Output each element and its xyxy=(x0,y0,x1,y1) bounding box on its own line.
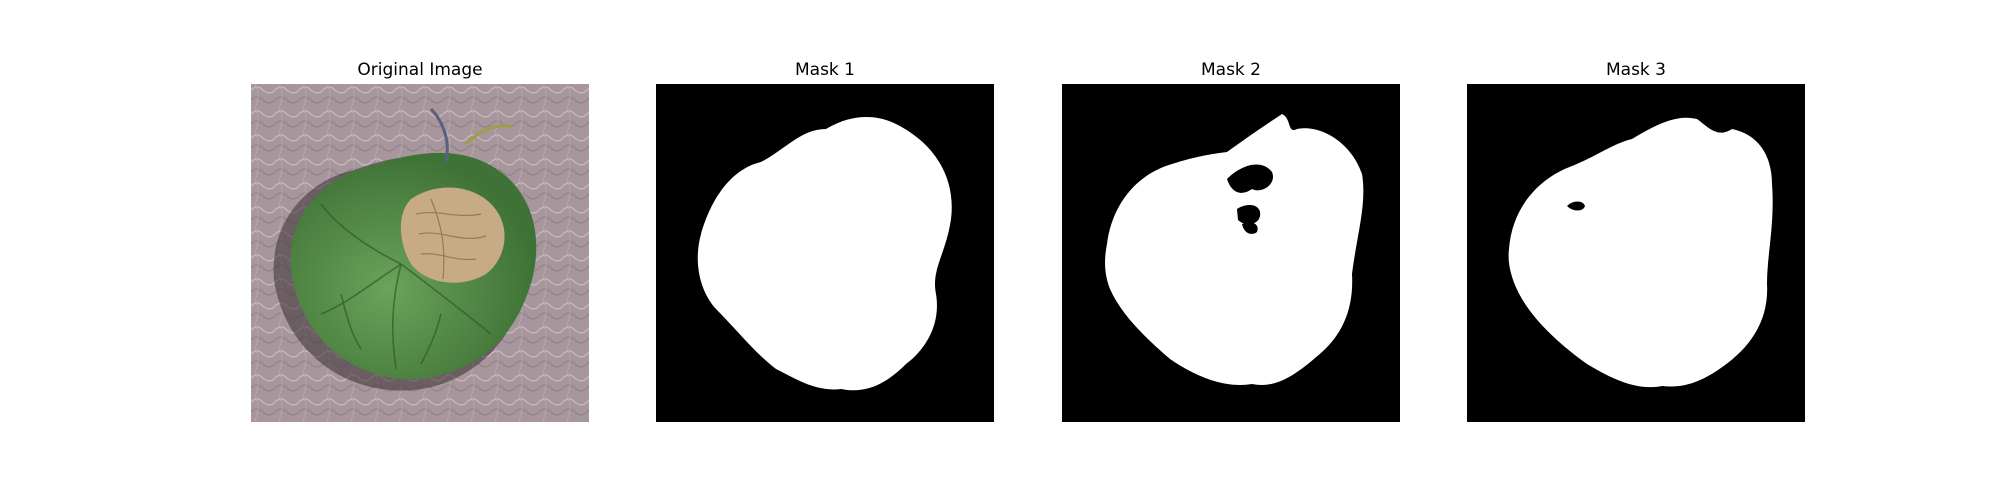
mask-2 xyxy=(1062,84,1400,422)
panel-title: Mask 3 xyxy=(1605,60,1666,80)
panel-mask-1: Mask 1 xyxy=(656,58,994,422)
leaf-photo xyxy=(251,84,589,422)
mask-3 xyxy=(1467,84,1805,422)
panel-mask-2: Mask 2 xyxy=(1062,58,1400,422)
panel-title: Original Image xyxy=(357,60,483,80)
mask-1 xyxy=(656,84,994,422)
panel-title: Mask 2 xyxy=(1200,60,1261,80)
panel-original-image: Original Image xyxy=(251,58,589,422)
mask-1-image xyxy=(656,84,994,422)
mask-2-image xyxy=(1062,84,1400,422)
original-image xyxy=(251,84,589,422)
panel-title: Mask 1 xyxy=(794,60,855,80)
mask-3-image xyxy=(1467,84,1805,422)
panel-mask-3: Mask 3 xyxy=(1467,58,1805,422)
